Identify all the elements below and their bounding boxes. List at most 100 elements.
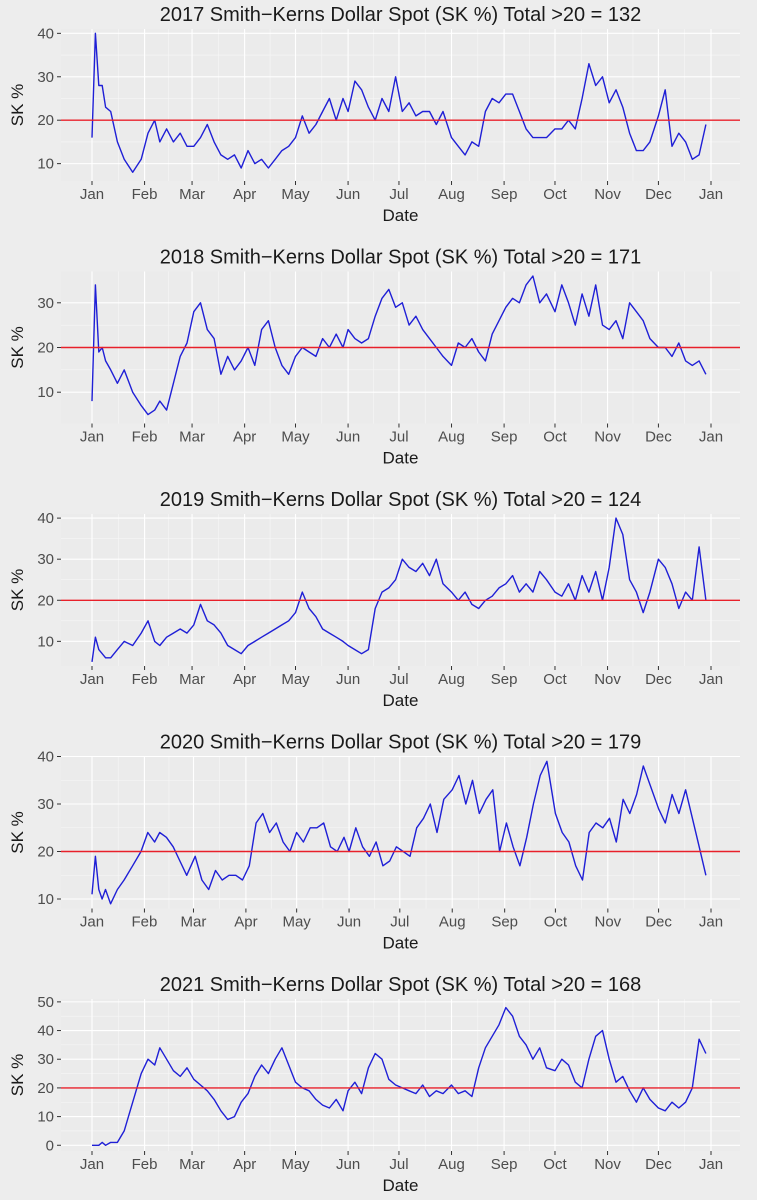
y-axis-label: SK %	[8, 569, 27, 612]
x-axis-label: Date	[383, 206, 419, 225]
x-axis-label: Date	[383, 691, 419, 710]
x-tick-label: Jan	[80, 1156, 104, 1173]
chart-title: 2019 Smith−Kerns Dollar Spot (SK %) Tota…	[160, 489, 642, 511]
x-tick-label: Jan	[80, 429, 104, 446]
x-tick-label: Oct	[543, 429, 567, 446]
plot-panel	[61, 999, 740, 1151]
x-tick-label: Nov	[594, 914, 621, 931]
x-tick-label: Jul	[389, 671, 408, 688]
x-tick-label: Jan	[699, 1156, 723, 1173]
x-tick-label: Jun	[336, 429, 360, 446]
x-tick-label: Apr	[233, 1156, 256, 1173]
x-tick-label: Sep	[491, 1156, 518, 1173]
chart-title: 2018 Smith−Kerns Dollar Spot (SK %) Tota…	[160, 247, 642, 269]
series-line	[91, 32, 707, 173]
x-tick-label: Aug	[438, 429, 465, 446]
x-tick-label: May	[281, 429, 310, 446]
y-tick-label: 30	[37, 551, 54, 568]
x-tick-label: Mar	[179, 186, 205, 203]
x-tick-label: Feb	[132, 671, 158, 688]
x-axis-label: Date	[383, 934, 419, 953]
x-tick-label: Jan	[699, 914, 723, 931]
x-tick-label: Feb	[132, 1156, 158, 1173]
y-tick-label: 20	[37, 1080, 54, 1097]
y-tick-label: 20	[37, 592, 54, 609]
y-tick-label: 30	[37, 295, 54, 312]
plot-panel	[61, 514, 740, 666]
series-line	[91, 760, 707, 905]
y-tick-label: 30	[37, 796, 54, 813]
x-tick-label: Jan	[80, 914, 104, 931]
x-tick-label: Jul	[389, 429, 408, 446]
y-axis-label: SK %	[8, 1054, 27, 1097]
chart-title: 2021 Smith−Kerns Dollar Spot (SK %) Tota…	[160, 974, 642, 996]
x-tick-label: Jul	[390, 914, 409, 931]
x-tick-label: Jun	[336, 186, 360, 203]
x-tick-label: Dec	[645, 429, 672, 446]
plot-panel	[61, 756, 740, 909]
x-tick-label: May	[281, 671, 310, 688]
series-line	[91, 517, 707, 662]
x-tick-label: Dec	[645, 914, 672, 931]
y-tick-label: 20	[37, 112, 54, 129]
y-tick-label: 40	[37, 510, 54, 527]
x-tick-label: Mar	[179, 429, 205, 446]
y-axis-label: SK %	[8, 326, 27, 369]
x-tick-label: Apr	[234, 914, 257, 931]
x-tick-label: Oct	[543, 671, 567, 688]
chart-1: 2017 Smith−Kerns Dollar Spot (SK %) Tota…	[8, 4, 740, 225]
x-tick-label: Feb	[132, 429, 158, 446]
x-tick-label: Jan	[80, 186, 104, 203]
y-tick-label: 30	[37, 69, 54, 86]
x-tick-label: Sep	[491, 429, 518, 446]
x-tick-label: May	[282, 914, 311, 931]
x-tick-label: Apr	[233, 429, 256, 446]
x-tick-label: Aug	[438, 186, 465, 203]
chart-2: 2018 Smith−Kerns Dollar Spot (SK %) Tota…	[8, 247, 740, 468]
y-tick-label: 10	[37, 891, 54, 908]
series-line	[91, 275, 707, 416]
y-tick-label: 20	[37, 844, 54, 861]
x-tick-label: Feb	[132, 186, 158, 203]
x-tick-label: Jun	[336, 1156, 360, 1173]
x-tick-label: Jan	[80, 671, 104, 688]
y-tick-label: 10	[37, 384, 54, 401]
y-tick-label: 50	[37, 994, 54, 1011]
x-tick-label: Sep	[491, 914, 518, 931]
y-tick-label: 10	[37, 1109, 54, 1126]
x-tick-label: Dec	[645, 671, 672, 688]
chart-5: 2021 Smith−Kerns Dollar Spot (SK %) Tota…	[8, 974, 740, 1195]
y-axis-label: SK %	[8, 811, 27, 854]
x-tick-label: Sep	[491, 671, 518, 688]
y-tick-label: 30	[37, 1051, 54, 1068]
y-tick-label: 40	[37, 749, 54, 766]
chart-title: 2020 Smith−Kerns Dollar Spot (SK %) Tota…	[160, 732, 642, 754]
x-tick-label: Aug	[439, 914, 466, 931]
chart-4: 2020 Smith−Kerns Dollar Spot (SK %) Tota…	[8, 732, 740, 953]
x-axis-label: Date	[383, 449, 419, 468]
x-tick-label: Jul	[389, 186, 408, 203]
x-tick-label: Jun	[337, 914, 361, 931]
x-tick-label: Nov	[594, 186, 621, 203]
x-tick-label: Oct	[543, 1156, 567, 1173]
x-tick-label: Sep	[491, 186, 518, 203]
x-tick-label: Jan	[699, 671, 723, 688]
chart-title: 2017 Smith−Kerns Dollar Spot (SK %) Tota…	[160, 4, 642, 26]
y-tick-label: 40	[37, 1023, 54, 1040]
x-tick-label: Dec	[645, 1156, 672, 1173]
x-tick-label: Nov	[594, 1156, 621, 1173]
x-tick-label: Nov	[594, 671, 621, 688]
y-tick-label: 10	[37, 633, 54, 650]
y-tick-label: 10	[37, 156, 54, 173]
series-line	[92, 1006, 707, 1146]
x-tick-label: May	[281, 186, 310, 203]
x-tick-label: Dec	[645, 186, 672, 203]
x-tick-label: Jan	[699, 186, 723, 203]
x-tick-label: Mar	[181, 914, 207, 931]
x-tick-label: Aug	[438, 671, 465, 688]
x-tick-label: Mar	[179, 1156, 205, 1173]
x-tick-label: Jul	[389, 1156, 408, 1173]
x-tick-label: Apr	[233, 186, 256, 203]
x-tick-label: Jan	[699, 429, 723, 446]
